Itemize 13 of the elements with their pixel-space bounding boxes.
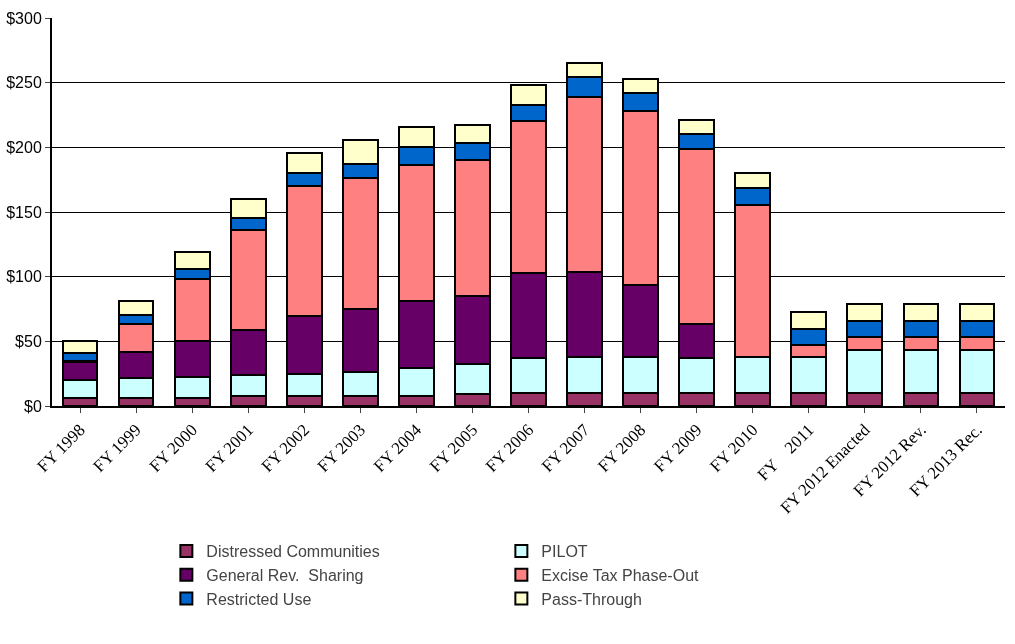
legend-label: PILOT [541,543,588,561]
y-tick-label: $100 [6,268,42,286]
legend-label: Restricted Use [206,590,312,608]
y-tick-label: $50 [15,332,42,350]
legend-label: General Rev. Sharing [206,566,364,584]
y-tick-label: $300 [6,9,42,27]
y-tick-label: $200 [6,138,42,156]
y-tick-label: $250 [6,74,42,92]
legend-label: Distressed Communities [206,543,380,561]
legend-label: Pass-Through [541,590,642,608]
y-tick-label: $150 [6,203,42,221]
legend-label: Excise Tax Phase-Out [541,566,700,584]
y-tick-label: $0 [24,397,42,415]
